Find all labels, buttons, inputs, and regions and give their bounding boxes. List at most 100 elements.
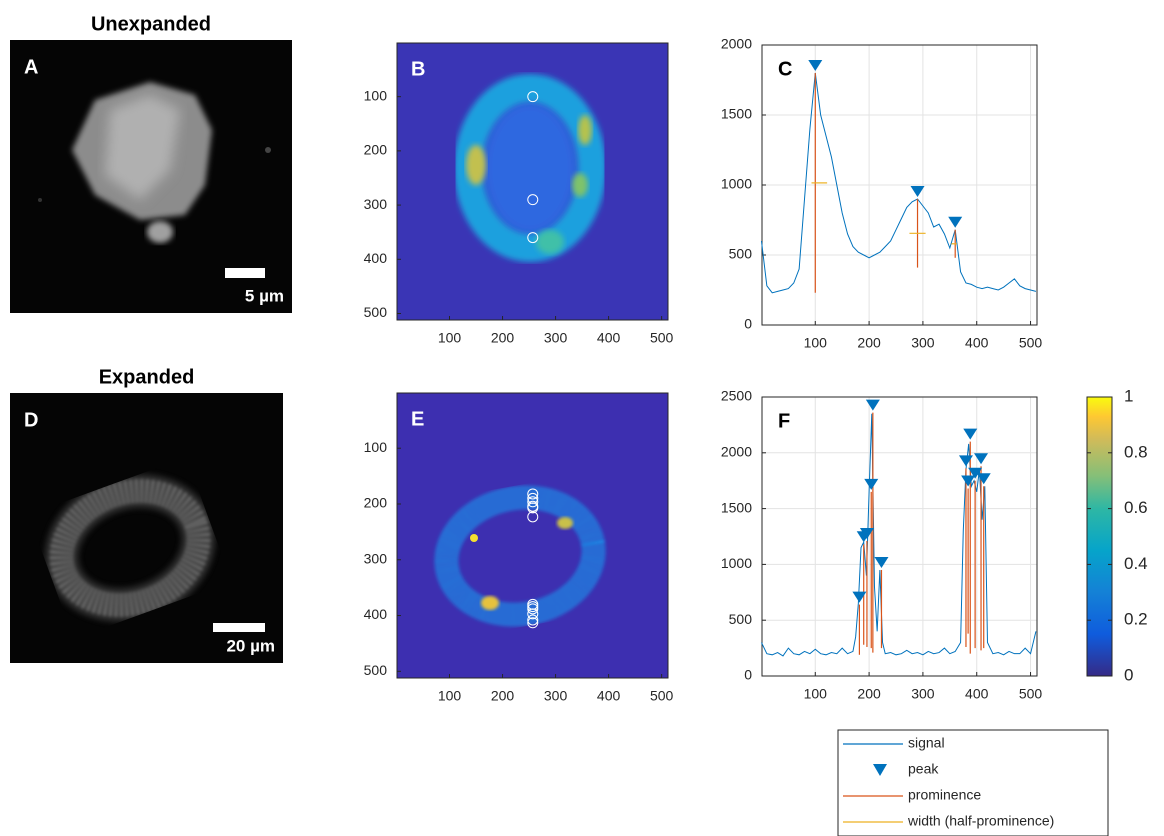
legend-label: prominence xyxy=(908,787,981,803)
y-tick-label: 2000 xyxy=(721,36,752,52)
x-tick-label: 100 xyxy=(804,335,828,351)
peak-marker xyxy=(852,591,867,603)
panel-label: F xyxy=(778,410,790,432)
y-tick-label: 2000 xyxy=(721,444,752,460)
y-tick-label: 500 xyxy=(364,304,388,320)
x-tick-label: 300 xyxy=(544,330,568,346)
sample-marker xyxy=(527,608,539,620)
colorbar-box xyxy=(1086,396,1113,677)
y-tick-label: 0 xyxy=(744,316,752,332)
y-tick-label: 400 xyxy=(364,606,388,622)
axes-box xyxy=(761,396,1038,677)
colorbar-gradient xyxy=(1087,397,1112,676)
axes-box xyxy=(761,44,1038,326)
x-tick-label: 200 xyxy=(857,335,881,351)
panel-label: B xyxy=(411,58,425,80)
sample-marker xyxy=(527,488,539,500)
y-tick-label: 1500 xyxy=(721,106,752,122)
x-tick-label: 400 xyxy=(965,686,989,702)
legend-label: peak xyxy=(908,761,939,777)
x-tick-label: 200 xyxy=(857,686,881,702)
y-tick-label: 300 xyxy=(364,550,388,566)
y-tick-label: 400 xyxy=(364,250,388,266)
panel-label: E xyxy=(411,408,424,430)
x-tick-label: 200 xyxy=(491,688,515,704)
signal-line xyxy=(760,72,1037,294)
peak-marker xyxy=(808,60,823,71)
x-tick-label: 400 xyxy=(965,335,989,351)
legend-label: width (half-prominence) xyxy=(907,813,1054,829)
y-tick-label: 200 xyxy=(364,495,388,511)
peak-marker xyxy=(865,399,880,411)
micrograph-d xyxy=(10,393,283,663)
sample-marker xyxy=(527,502,539,514)
panel-label: C xyxy=(778,58,792,80)
peak-marker xyxy=(963,428,978,440)
x-tick-label: 200 xyxy=(491,330,515,346)
x-tick-label: 400 xyxy=(597,330,621,346)
x-tick-label: 300 xyxy=(911,335,935,351)
x-tick-label: 500 xyxy=(1019,335,1043,351)
colorbar-tick-label: 0.2 xyxy=(1124,610,1148,629)
y-tick-label: 500 xyxy=(364,662,388,678)
x-tick-label: 500 xyxy=(650,330,674,346)
legend-label: signal xyxy=(908,735,945,751)
x-tick-label: 100 xyxy=(438,330,462,346)
scale-bar-label: 5 µm xyxy=(245,286,284,305)
colorbar-tick-label: 0.6 xyxy=(1124,498,1148,517)
signal-line xyxy=(761,413,1037,657)
x-tick-label: 400 xyxy=(597,688,621,704)
y-tick-label: 100 xyxy=(364,87,388,103)
peak-marker xyxy=(968,467,983,479)
y-tick-label: 300 xyxy=(364,196,388,212)
colorbar-tick-label: 0.8 xyxy=(1124,442,1148,461)
sample-marker xyxy=(527,91,539,103)
sample-marker xyxy=(527,496,539,508)
sample-marker xyxy=(527,511,539,523)
x-tick-label: 300 xyxy=(544,688,568,704)
axes-box xyxy=(396,42,669,321)
y-tick-label: 500 xyxy=(729,611,753,627)
colorbar-tick-label: 1 xyxy=(1124,386,1133,405)
scale-bar-label: 20 µm xyxy=(226,636,275,655)
sample-marker xyxy=(527,617,539,629)
micrograph-a xyxy=(10,40,292,313)
peak-marker xyxy=(948,216,963,228)
y-tick-label: 1000 xyxy=(721,555,752,571)
sample-marker xyxy=(527,194,539,206)
peak-marker xyxy=(910,186,925,197)
panel-label: A xyxy=(24,56,38,78)
y-tick-label: 1000 xyxy=(721,176,752,192)
panel-label: D xyxy=(24,409,38,431)
y-tick-label: 200 xyxy=(364,142,388,158)
legend-symbol xyxy=(873,764,887,776)
y-tick-label: 1500 xyxy=(721,499,752,515)
panel-title: Expanded xyxy=(99,366,195,388)
peak-marker xyxy=(958,455,973,467)
sample-marker xyxy=(527,603,539,615)
heatmap-e-image xyxy=(397,393,668,678)
x-tick-label: 500 xyxy=(1019,686,1043,702)
y-tick-label: 500 xyxy=(729,246,753,262)
peak-marker xyxy=(974,453,989,465)
panel-title: Unexpanded xyxy=(91,13,211,35)
y-tick-label: 2500 xyxy=(721,388,752,404)
sample-marker xyxy=(527,492,539,504)
x-tick-label: 300 xyxy=(911,686,935,702)
x-tick-label: 100 xyxy=(804,686,828,702)
y-tick-label: 0 xyxy=(744,667,752,683)
peak-marker xyxy=(859,527,874,539)
sample-marker xyxy=(527,614,539,626)
sample-marker xyxy=(527,232,539,244)
peak-marker xyxy=(976,473,991,485)
y-tick-label: 100 xyxy=(364,439,388,455)
axes-box xyxy=(396,392,669,679)
colorbar-tick-label: 0.4 xyxy=(1124,554,1148,573)
x-tick-label: 500 xyxy=(650,688,674,704)
peak-marker xyxy=(864,478,879,490)
heatmap-b-image xyxy=(397,43,668,320)
peak-marker xyxy=(961,475,976,487)
colorbar-tick-label: 0 xyxy=(1124,665,1133,684)
